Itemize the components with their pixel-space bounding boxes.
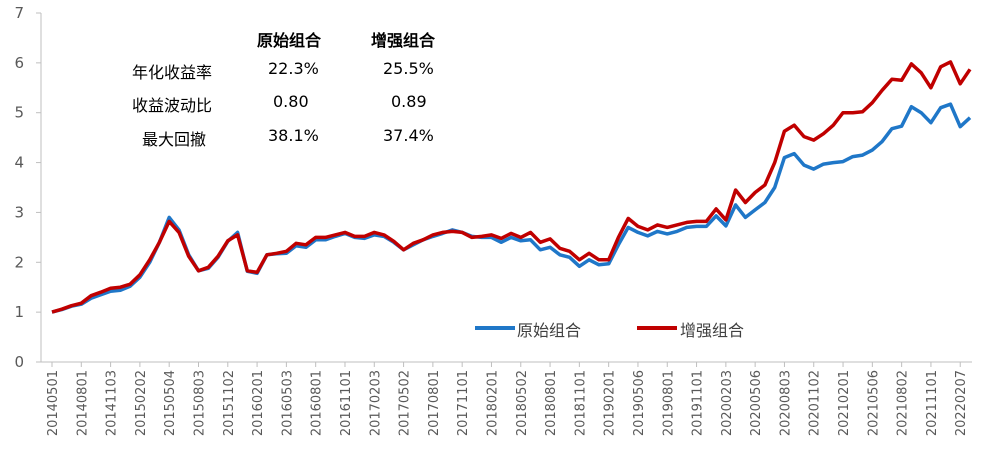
series-lines — [51, 60, 972, 314]
x-tick-label: 20190201 — [603, 370, 618, 436]
table-header-enhanced: 增强组合 — [371, 31, 436, 50]
row-value-enhanced: 0.89 — [391, 92, 427, 111]
x-tick-label: 20160201 — [251, 370, 266, 436]
x-tick-label: 20150803 — [192, 370, 207, 436]
x-tick-label: 20160503 — [280, 370, 295, 436]
row-value-enhanced: 25.5% — [383, 59, 434, 78]
x-tick-label: 20161101 — [339, 370, 354, 436]
x-tick-label: 20170203 — [368, 370, 383, 436]
series-line-enhanced — [51, 60, 972, 314]
x-tick-label: 20200803 — [778, 370, 793, 436]
table-header-original: 原始组合 — [257, 31, 322, 50]
x-tick-label: 20191101 — [691, 370, 706, 436]
x-tick-label: 20220207 — [954, 370, 969, 436]
x-tick-label: 20211101 — [925, 370, 940, 436]
row-value-enhanced: 37.4% — [383, 126, 434, 145]
x-tick-label: 20140501 — [46, 370, 61, 436]
y-axis: 0 1 2 3 4 5 6 7 — [14, 4, 42, 371]
x-tick-label: 20171101 — [456, 370, 471, 436]
row-value-original: 0.80 — [273, 92, 309, 111]
legend-label-original: 原始组合 — [517, 321, 582, 340]
row-label-max-drawdown: 最大回撤 — [142, 130, 207, 149]
x-tick-label: 20180201 — [485, 370, 500, 436]
x-tick-label: 20151102 — [222, 370, 237, 436]
x-axis: 20140501 20140801 20141103 20150202 20150504… — [41, 361, 972, 436]
x-tick-label: 20210201 — [837, 370, 852, 436]
y-tick-label: 7 — [14, 4, 24, 22]
legend-swatch-original — [475, 326, 515, 330]
y-tick-label: 0 — [14, 353, 24, 371]
y-tick-label: 5 — [14, 104, 24, 122]
chart-legend: 原始组合 增强组合 — [475, 316, 795, 340]
y-tick-label: 3 — [14, 203, 24, 221]
y-tick-label: 4 — [14, 154, 24, 172]
x-tick-label: 20190801 — [661, 370, 676, 436]
x-tick-label: 20170502 — [398, 370, 413, 436]
x-tick-label: 20170801 — [427, 370, 442, 436]
x-tick-label: 20150202 — [134, 370, 149, 436]
x-tick-label: 20181101 — [573, 370, 588, 436]
y-tick-label: 1 — [14, 303, 24, 321]
y-tick-label: 6 — [14, 54, 24, 72]
legend-swatch-enhanced — [637, 326, 677, 330]
x-tick-label: 20141103 — [105, 370, 120, 436]
row-label-annual-return: 年化收益率 — [132, 63, 213, 82]
x-tick-label: 20180502 — [515, 370, 530, 436]
x-tick-label: 20200506 — [749, 370, 764, 436]
x-tick-label: 20200203 — [720, 370, 735, 436]
x-tick-label: 20210802 — [896, 370, 911, 436]
x-tick-label: 20201102 — [808, 370, 823, 436]
stats-table: 原始组合 增强组合 年化收益率 22.3% 25.5% 收益波动比 0.80 0… — [0, 0, 990, 160]
x-tick-label: 20140801 — [75, 370, 90, 436]
row-label-return-vol: 收益波动比 — [132, 96, 213, 115]
x-tick-label: 20160801 — [310, 370, 325, 436]
legend-label-enhanced: 增强组合 — [680, 321, 745, 340]
row-value-original: 22.3% — [268, 59, 319, 78]
x-tick-label: 20190506 — [632, 370, 647, 436]
x-tick-label: 20150504 — [163, 370, 178, 436]
x-tick-label: 20210506 — [866, 370, 881, 436]
row-value-original: 38.1% — [268, 126, 319, 145]
x-tick-label: 20180801 — [544, 370, 559, 436]
y-tick-label: 2 — [14, 253, 24, 271]
